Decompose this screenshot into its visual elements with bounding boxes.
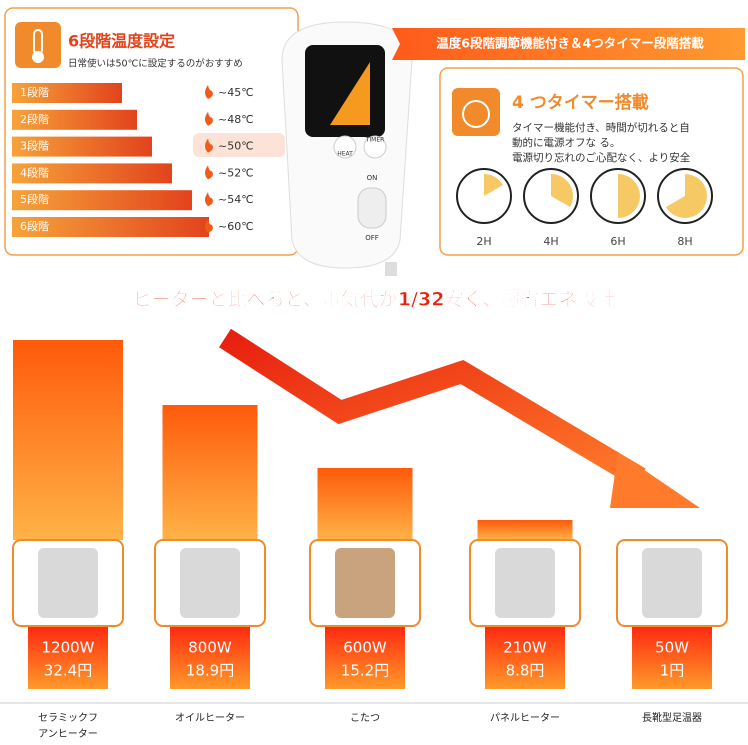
clock-label: 6H	[610, 235, 625, 248]
display-graph	[330, 62, 370, 125]
temperature-title: 6段階温度設定	[68, 32, 175, 51]
product-image	[180, 548, 240, 618]
thermometer-icon	[15, 22, 61, 68]
heat-label: HEAT	[337, 151, 353, 158]
spec-box	[325, 627, 405, 689]
product-name: セラミックフ	[38, 712, 98, 724]
banner	[392, 28, 745, 60]
power-switch	[357, 187, 387, 229]
arrow-head	[610, 452, 700, 508]
heater-bar	[317, 468, 413, 540]
clock-wedge	[618, 174, 640, 218]
clock-label: 4H	[543, 235, 558, 248]
clock-wedge	[484, 174, 504, 196]
product-name: パネルヒーター	[490, 712, 560, 724]
thermometer-bulb	[32, 51, 44, 63]
watt-label: 210W	[503, 639, 547, 657]
cost-label: 1円	[660, 662, 685, 680]
temperature-subtitle: 日常使いは50℃に設定するのがおすすめ	[68, 58, 243, 70]
timer-title: 4 つタイマー搭載	[512, 92, 649, 113]
timer-line: タイマー機能付き、時間が切れると自	[512, 121, 690, 134]
spec-box	[170, 627, 250, 689]
clock-label: 8H	[677, 235, 692, 248]
flame-icon	[205, 165, 213, 180]
level-temp: ~50℃	[218, 140, 254, 153]
switch-on-label: ON	[367, 174, 378, 182]
level-label: 1段階	[20, 85, 49, 99]
flame-icon	[205, 111, 213, 126]
timer-line: 電源切り忘れのご心配なく、より安全	[512, 151, 691, 164]
level-bar	[12, 217, 209, 237]
product-image	[335, 548, 395, 618]
flame-icon	[205, 85, 213, 99]
watt-label: 1200W	[41, 639, 94, 657]
timer-icon-glyph	[462, 100, 490, 128]
spec-box	[485, 627, 565, 689]
level-temp: ~48℃	[218, 113, 254, 126]
level-bar	[12, 190, 192, 211]
heater-bar	[477, 520, 573, 540]
cost-label: 8.8円	[506, 662, 545, 680]
spec-box	[632, 627, 712, 689]
timer-button	[363, 135, 387, 159]
remote-cord	[385, 262, 397, 276]
level-temp: ~52℃	[218, 166, 254, 179]
product-name: 長靴型足温器	[642, 711, 702, 724]
level-temp: ~60℃	[218, 220, 254, 233]
flame-icon	[205, 192, 213, 207]
level-label: 5段階	[20, 192, 49, 206]
level-temp: ~54℃	[218, 193, 254, 206]
level-label: 3段階	[20, 139, 49, 153]
headline: ヒーターと比べると、電気代が1/32安く、超省エネ設計	[133, 288, 616, 311]
decrease-arrow	[219, 328, 646, 488]
timer-icon	[452, 88, 500, 136]
switch-off-label: OFF	[365, 234, 379, 242]
clock-wedge	[665, 174, 708, 218]
cost-label: 32.4円	[44, 662, 92, 680]
heat-button	[333, 135, 357, 159]
cost-label: 18.9円	[186, 662, 234, 680]
product-image	[38, 548, 98, 618]
level-bar	[12, 163, 172, 184]
level-label: 6段階	[20, 219, 49, 233]
recommended-highlight	[193, 133, 285, 157]
watt-label: 800W	[188, 639, 232, 657]
watt-label: 50W	[655, 639, 689, 657]
watt-label: 600W	[343, 639, 387, 657]
flame-icon	[205, 138, 213, 153]
product-name: アンヒーター	[38, 728, 98, 740]
level-temp: ~45℃	[218, 86, 254, 99]
remote-controller	[281, 21, 413, 276]
level-bar	[12, 136, 152, 157]
timer-label: TIMER	[365, 137, 385, 144]
level-label: 4段階	[20, 165, 49, 179]
flame-icon	[205, 219, 213, 233]
level-bar	[12, 83, 122, 103]
heater-bar	[162, 405, 258, 540]
clock-wedge	[551, 174, 573, 207]
product-image	[495, 548, 555, 618]
heater-bar	[13, 340, 123, 540]
level-bar	[12, 109, 137, 130]
product-name: オイルヒーター	[175, 712, 245, 724]
level-label: 2段階	[20, 112, 49, 126]
product-name: こたつ	[350, 712, 380, 724]
spec-box	[28, 627, 108, 689]
product-image	[642, 548, 702, 618]
cost-label: 15.2円	[341, 662, 389, 680]
banner-text: 温度6段階調節機能付き＆4つタイマー段階搭載	[436, 36, 704, 51]
clock-label: 2H	[476, 235, 491, 248]
timer-line: 動的に電源オフな る。	[512, 136, 620, 149]
